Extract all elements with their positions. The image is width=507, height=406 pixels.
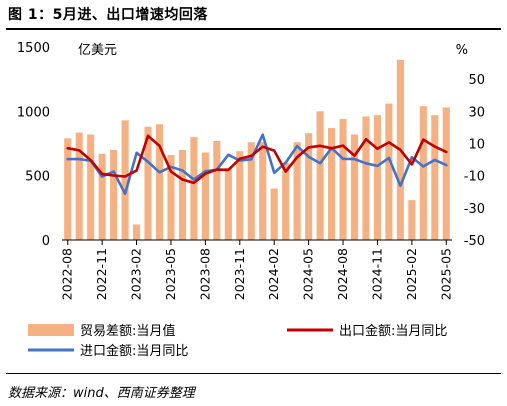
bar-2023-09 (213, 140, 221, 240)
legend-label-import: 进口金额:当月同比 (80, 343, 188, 359)
bar-2022-09 (75, 132, 83, 240)
bar-2023-08 (201, 152, 209, 240)
bar-2024-02 (270, 188, 278, 240)
bar-2024-08 (339, 119, 347, 240)
bar-2024-05 (305, 133, 313, 240)
left-tick-label: 1500 (17, 41, 50, 56)
x-tick-label: 2024-02 (266, 248, 281, 300)
legend-label-export: 出口金额:当月同比 (339, 323, 447, 339)
right-tick-label: 30 (468, 105, 485, 120)
bar-2024-12 (385, 103, 393, 240)
x-tick-label: 2023-08 (197, 248, 212, 300)
x-tick-label: 2024-11 (369, 248, 384, 300)
right-axis-unit: % (456, 43, 468, 58)
left-tick-label: 0 (42, 234, 50, 249)
bar-2022-11 (98, 153, 106, 240)
x-tick-label: 2022-11 (94, 248, 109, 300)
left-tick-label: 500 (25, 170, 50, 185)
bar-2023-05 (167, 155, 175, 240)
bar-2024-01 (259, 142, 267, 240)
bottom-rule (6, 373, 501, 374)
right-tick-label: 10 (468, 138, 485, 153)
x-tick-label: 2023-11 (232, 248, 247, 300)
figure-title: 图 1：5月进、出口增速均回落 (8, 7, 208, 23)
export-yoy-line (66, 134, 448, 185)
x-tick-label: 2023-05 (163, 248, 178, 300)
bar-2024-06 (316, 111, 324, 240)
bar-2023-10 (224, 167, 232, 240)
trade-chart: 0 500 1000 1500 -50 -30 -10 10 30 50 亿美元 % 2022-08 20… (17, 41, 485, 359)
source-note: 数据来源：wind、西南证券整理 (8, 386, 195, 401)
bar-2024-04 (293, 142, 301, 240)
right-tick-label: 50 (468, 73, 485, 88)
bar-2025-03 (419, 106, 427, 240)
bar-2023-06 (178, 149, 186, 240)
bar-2023-11 (236, 151, 244, 240)
right-tick-label: -50 (464, 234, 485, 249)
x-tick-label: 2022-08 (60, 248, 75, 300)
bar-2022-10 (87, 134, 95, 240)
bar-2022-08 (64, 138, 72, 240)
bar-2023-12 (247, 142, 255, 240)
bar-2025-04 (431, 115, 439, 240)
x-tick-label: 2024-08 (335, 248, 350, 300)
bar-2024-07 (328, 128, 336, 240)
right-tick-label: -30 (464, 202, 485, 217)
left-axis-unit: 亿美元 (78, 43, 117, 58)
legend-swatch-balance (28, 324, 74, 336)
bar-2025-05 (442, 107, 450, 241)
left-tick-label: 1000 (17, 105, 50, 120)
x-tick-label: 2023-02 (129, 248, 144, 300)
bar-2023-03 (144, 126, 152, 240)
bar-2025-02 (408, 200, 416, 240)
title-rule (6, 28, 501, 30)
bar-2023-02 (133, 224, 141, 240)
bar-2022-12 (110, 149, 118, 240)
bar-2023-01 (121, 120, 129, 240)
right-tick-label: -10 (464, 170, 485, 185)
lines-layer (66, 133, 448, 196)
x-tick-label: 2025-05 (438, 248, 453, 300)
bar-2024-09 (350, 134, 359, 240)
axes-layer: 0 500 1000 1500 -50 -30 -10 10 30 50 亿美元 % 2022-08 20… (17, 41, 485, 300)
x-tick-label: 2024-05 (301, 248, 316, 300)
bar-2024-10 (362, 116, 370, 240)
bar-2024-11 (373, 115, 381, 240)
bar-2024-03 (282, 162, 290, 240)
x-tick-label: 2025-02 (404, 248, 419, 300)
bar-2023-07 (190, 137, 198, 240)
legend-label-balance: 贸易差额:当月值 (80, 323, 175, 339)
bar-2023-04 (155, 124, 164, 240)
